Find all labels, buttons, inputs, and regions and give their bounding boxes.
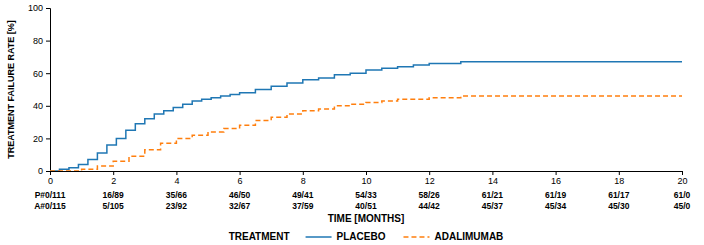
tick-label: 14 — [488, 176, 498, 186]
table-cell: 46/50 — [229, 190, 251, 200]
table-cell: 58/26 — [419, 190, 441, 200]
table-cell: 35/66 — [166, 190, 188, 200]
table-cell: 49/41 — [292, 190, 314, 200]
tick-mark — [682, 171, 683, 175]
table-cell: 45/34 — [545, 201, 567, 211]
legend-label: ADALIMUMAB — [434, 231, 503, 242]
table-cell: 40/51 — [355, 201, 377, 211]
tick: 16 — [551, 171, 561, 186]
x-axis: 0 2 4 6 8 10 12 14 16 18 20 — [48, 171, 688, 186]
table-cell: 5/105 — [103, 201, 125, 211]
tick-mark — [46, 171, 50, 172]
tick-mark — [619, 171, 620, 175]
legend: TREATMENT PLACEBO ADALIMUMAB — [229, 231, 504, 242]
table-cell: 54/33 — [355, 190, 377, 200]
tick-mark — [46, 8, 50, 9]
table-cell: 32/67 — [229, 201, 251, 211]
series-line — [50, 96, 682, 171]
legend-title: TREATMENT — [229, 231, 290, 242]
tick: 20 — [33, 134, 50, 144]
tick: 0 — [38, 166, 50, 176]
tick: 18 — [614, 171, 624, 186]
table-cell: 61/19 — [545, 190, 567, 200]
tick: 8 — [301, 171, 306, 186]
tick-label: 80 — [33, 36, 43, 46]
tick: 2 — [111, 171, 116, 186]
chart: 0 2 4 6 8 10 12 14 16 18 20 0 20 40 60 80 100 TREATMENT F… — [0, 0, 704, 245]
tick-label: 12 — [425, 176, 435, 186]
series-group — [50, 62, 682, 171]
y-axis-title: TREATMENT FAILURE RATE [%] — [6, 20, 16, 159]
tick-mark — [176, 171, 177, 175]
tick-label: 8 — [301, 176, 306, 186]
tick-label: 6 — [238, 176, 243, 186]
legend-swatch — [306, 236, 332, 238]
tick: 6 — [238, 171, 243, 186]
table-cell: 45/30 — [608, 201, 630, 211]
tick: 12 — [425, 171, 435, 186]
tick-label: 4 — [174, 176, 179, 186]
tick-mark — [303, 171, 304, 175]
tick-label: 0 — [38, 166, 43, 176]
tick-mark — [46, 106, 50, 107]
tick: 100 — [28, 3, 50, 13]
table-cell: 45/0 — [674, 201, 691, 211]
plot: 0 2 4 6 8 10 12 14 16 18 20 0 20 40 60 80 100 — [28, 3, 688, 186]
x-axis-title: TIME [MONTHS] — [328, 213, 405, 224]
legend-swatch — [403, 236, 429, 238]
tick-mark — [113, 171, 114, 175]
tick-label: 0 — [48, 176, 53, 186]
tick-mark — [556, 171, 557, 175]
tick-label: 16 — [551, 176, 561, 186]
table-cell: 16/89 — [103, 190, 125, 200]
tick-label: 18 — [614, 176, 624, 186]
tick: 4 — [174, 171, 179, 186]
tick: 20 — [677, 171, 687, 186]
tick-mark — [429, 171, 430, 175]
table-cell: 45/37 — [482, 201, 504, 211]
tick: 40 — [33, 101, 50, 111]
tick-label: 40 — [33, 101, 43, 111]
tick-mark — [240, 171, 241, 175]
axis-line — [51, 172, 683, 176]
table-cell: 37/59 — [292, 201, 314, 211]
table-cell: 23/92 — [166, 201, 188, 211]
tick-label: 2 — [111, 176, 116, 186]
tick-mark — [46, 41, 50, 42]
tick-mark — [46, 138, 50, 139]
tick-label: 100 — [28, 3, 43, 13]
tick: 10 — [361, 171, 371, 186]
table-cell: 61/0 — [674, 190, 691, 200]
tick-mark — [46, 73, 50, 74]
y-axis: 0 20 40 60 80 100 — [28, 3, 51, 176]
axis-line — [46, 9, 51, 172]
tick-label: 20 — [677, 176, 687, 186]
tick-mark — [492, 171, 493, 175]
tick-label: 60 — [33, 69, 43, 79]
tick-mark — [366, 171, 367, 175]
tick-label: 20 — [33, 134, 43, 144]
table-cell: 61/21 — [482, 190, 504, 200]
legend-label: PLACEBO — [337, 231, 386, 242]
tick-label: 10 — [361, 176, 371, 186]
tick: 14 — [488, 171, 498, 186]
table-cell: A#0/115 — [34, 201, 66, 211]
tick: 80 — [33, 36, 50, 46]
tick: 0 — [48, 171, 53, 186]
tick: 60 — [33, 69, 50, 79]
series-line — [50, 62, 682, 171]
table-cell: 61/17 — [608, 190, 630, 200]
table-cell: 44/42 — [419, 201, 441, 211]
table-cell: P#0/111 — [35, 190, 66, 200]
